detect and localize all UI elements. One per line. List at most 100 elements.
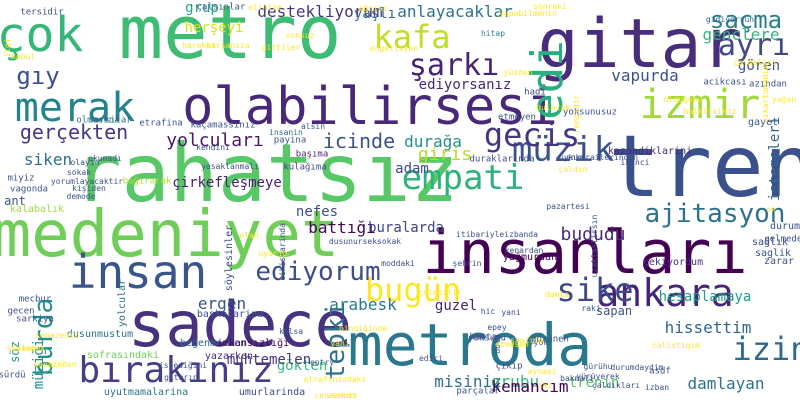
- word-168: olduğunu: [663, 95, 703, 104]
- word-181: saat: [16, 344, 36, 353]
- word-180: cenazeniz: [35, 331, 79, 340]
- word-81: söylesinler: [224, 224, 235, 292]
- word-39: durağa: [404, 132, 462, 151]
- word-67: hitap: [480, 29, 506, 38]
- word-174: ok: [766, 205, 776, 214]
- word-76: kalabalık: [9, 204, 65, 215]
- word-128: edici: [418, 354, 444, 363]
- word-72: sofrasındaki: [86, 350, 160, 361]
- word-50: trenin: [568, 375, 620, 391]
- word-24: bırakınız: [78, 350, 274, 391]
- word-35: destekliyorum: [257, 2, 383, 21]
- word-12: izmir: [639, 82, 761, 128]
- word-40: giris: [417, 144, 473, 165]
- word-152: kendini: [196, 143, 230, 152]
- word-118: asdf: [649, 366, 671, 377]
- word-131: epey: [487, 323, 507, 332]
- word-14: kafa: [373, 18, 451, 56]
- word-156: ankarailerinden: [565, 153, 639, 162]
- word-177: olan: [239, 231, 259, 240]
- word-135: entry: [309, 358, 335, 367]
- word-101: etmeyen: [498, 112, 536, 123]
- word-43: hissettim: [664, 318, 752, 337]
- word-79: imkansızlığı: [216, 338, 290, 349]
- word-193: aynasi: [527, 367, 557, 376]
- word-106: bağırarak: [122, 176, 172, 187]
- word-18: empati: [401, 158, 525, 198]
- word-94: alsin: [300, 122, 326, 131]
- word-103: sarkilar: [88, 115, 132, 126]
- word-184: damla: [544, 290, 570, 299]
- word-104: etrafina: [139, 118, 183, 129]
- word-190: varken: [326, 391, 356, 400]
- word-117: yürüyerek: [576, 372, 620, 381]
- word-0: metro: [118, 0, 342, 76]
- word-2: rahatsız: [73, 127, 459, 220]
- word-89: sağlık: [751, 237, 789, 248]
- word-13: ayrı: [717, 28, 791, 63]
- word-21: sike: [556, 271, 634, 309]
- word-74: uyutmamalarina: [103, 387, 189, 398]
- word-127: çaldıkları: [591, 381, 641, 390]
- word-88: gayet: [747, 117, 779, 128]
- word-98: yoksunusuz: [562, 107, 618, 118]
- word-51: guzel: [434, 298, 478, 314]
- word-165: karşanıza: [206, 41, 250, 50]
- word-136: kalsa: [278, 327, 304, 336]
- word-132: hic: [480, 307, 496, 316]
- word-41: vapurda: [611, 66, 679, 85]
- word-62: genclere: [702, 25, 780, 44]
- word-85: payina: [273, 135, 307, 146]
- word-27: ajitasyon: [644, 199, 786, 229]
- word-130: yok: [533, 338, 549, 347]
- word-187: etrafinizdaki: [303, 375, 367, 384]
- word-188: cenazeniz: [314, 391, 358, 400]
- word-7: metroda: [347, 311, 593, 379]
- word-141: itibariyleizbanda: [456, 230, 538, 239]
- word-66: sapan: [595, 304, 633, 318]
- word-33: icinde: [322, 129, 396, 153]
- word-77: başkalarina: [196, 309, 264, 320]
- word-92: zarar: [763, 256, 795, 267]
- word-109: tersidir: [20, 7, 64, 18]
- word-194: etmesen: [495, 340, 529, 349]
- word-28: gıy: [16, 62, 60, 90]
- word-182: söylemek: [6, 344, 46, 353]
- word-37: ediyorsanız: [418, 77, 512, 93]
- word-91: saglik: [754, 248, 792, 259]
- word-6: sadece: [128, 288, 352, 361]
- word-125: durumdaydim: [610, 363, 664, 372]
- word-116: bakmali: [560, 374, 594, 383]
- word-160: yapabilmenin: [499, 9, 557, 18]
- word-38: yaşlı: [353, 6, 397, 22]
- word-10: çok: [0, 7, 84, 63]
- word-31: gerçekten: [19, 120, 129, 144]
- word-48: grubu: [490, 372, 540, 391]
- word-163: gittiler: [261, 43, 301, 52]
- word-56: buralarda: [368, 220, 444, 236]
- word-153: yasaklanmalı: [201, 162, 259, 171]
- word-32: yolcuları: [166, 130, 264, 151]
- word-23: izin: [732, 330, 800, 368]
- word-52: arabesk: [329, 295, 397, 314]
- word-134: raki: [581, 304, 601, 313]
- word-155: uykum: [558, 153, 584, 162]
- word-148: olayın: [70, 158, 100, 167]
- word-139: moddaki: [381, 259, 415, 268]
- word-87: duraklarında: [469, 154, 535, 165]
- word-121: gecen: [7, 306, 35, 317]
- word-84: başıma: [295, 149, 329, 160]
- word-173: çaldın: [558, 165, 588, 174]
- word-36: anlayacaklar: [397, 2, 513, 21]
- word-167: engelliyen: [369, 44, 419, 53]
- word-57: adam: [395, 161, 429, 177]
- word-162: elinize: [248, 3, 282, 12]
- word-70: gören: [737, 58, 781, 74]
- word-195: çalabilir: [418, 288, 462, 297]
- word-115: parçalar: [456, 386, 500, 397]
- word-69: kazandiklarini: [607, 146, 693, 157]
- word-60: grup: [185, 0, 219, 16]
- word-119: gelmeden: [764, 234, 800, 245]
- word-102: kaçamassınız: [190, 120, 256, 131]
